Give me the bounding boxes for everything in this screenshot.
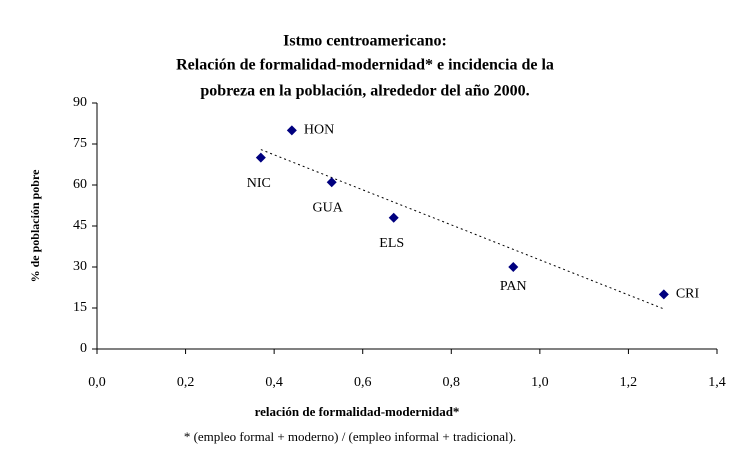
point [388, 212, 399, 223]
point [286, 125, 297, 136]
y-tick-label: 60 [73, 177, 87, 192]
x-tick-label: 0,0 [88, 375, 106, 390]
x-tick-label: 0,4 [265, 375, 283, 390]
x-tick-label: 1,2 [620, 375, 638, 390]
x-axis-label: relación de formalidad-modernidad* [255, 404, 460, 419]
point [658, 289, 669, 300]
y-tick-label: 45 [73, 218, 87, 233]
x-tick-label: 1,4 [708, 375, 726, 390]
point-label: ELS [379, 236, 404, 251]
y-tick-label: 90 [73, 95, 87, 110]
point-label: GUA [313, 200, 344, 215]
y-tick-label: 0 [80, 341, 87, 356]
chart-title: Istmo centroamericano: [283, 33, 447, 50]
x-tick-label: 0,8 [443, 375, 461, 390]
point-label: PAN [500, 279, 527, 294]
footnote: * (empleo formal + moderno) / (empleo in… [184, 429, 516, 444]
chart-title: Relación de formalidad-modernidad* e inc… [176, 57, 554, 74]
y-tick-label: 75 [73, 136, 87, 151]
chart-title: pobreza en la población, alrededor del a… [200, 83, 529, 100]
point [255, 152, 266, 163]
y-tick-label: 30 [73, 259, 87, 274]
point [326, 177, 337, 188]
trendline [260, 149, 665, 310]
x-tick-label: 0,2 [177, 375, 195, 390]
x-tick-label: 1,0 [531, 375, 549, 390]
x-tick-label: 0,6 [354, 375, 372, 390]
point [508, 262, 519, 272]
point-label: CRI [676, 287, 700, 302]
y-tick-label: 15 [73, 300, 87, 315]
y-axis-label: % de población pobre [28, 169, 42, 282]
point-label: NIC [247, 176, 271, 191]
point-label: HON [304, 123, 334, 138]
